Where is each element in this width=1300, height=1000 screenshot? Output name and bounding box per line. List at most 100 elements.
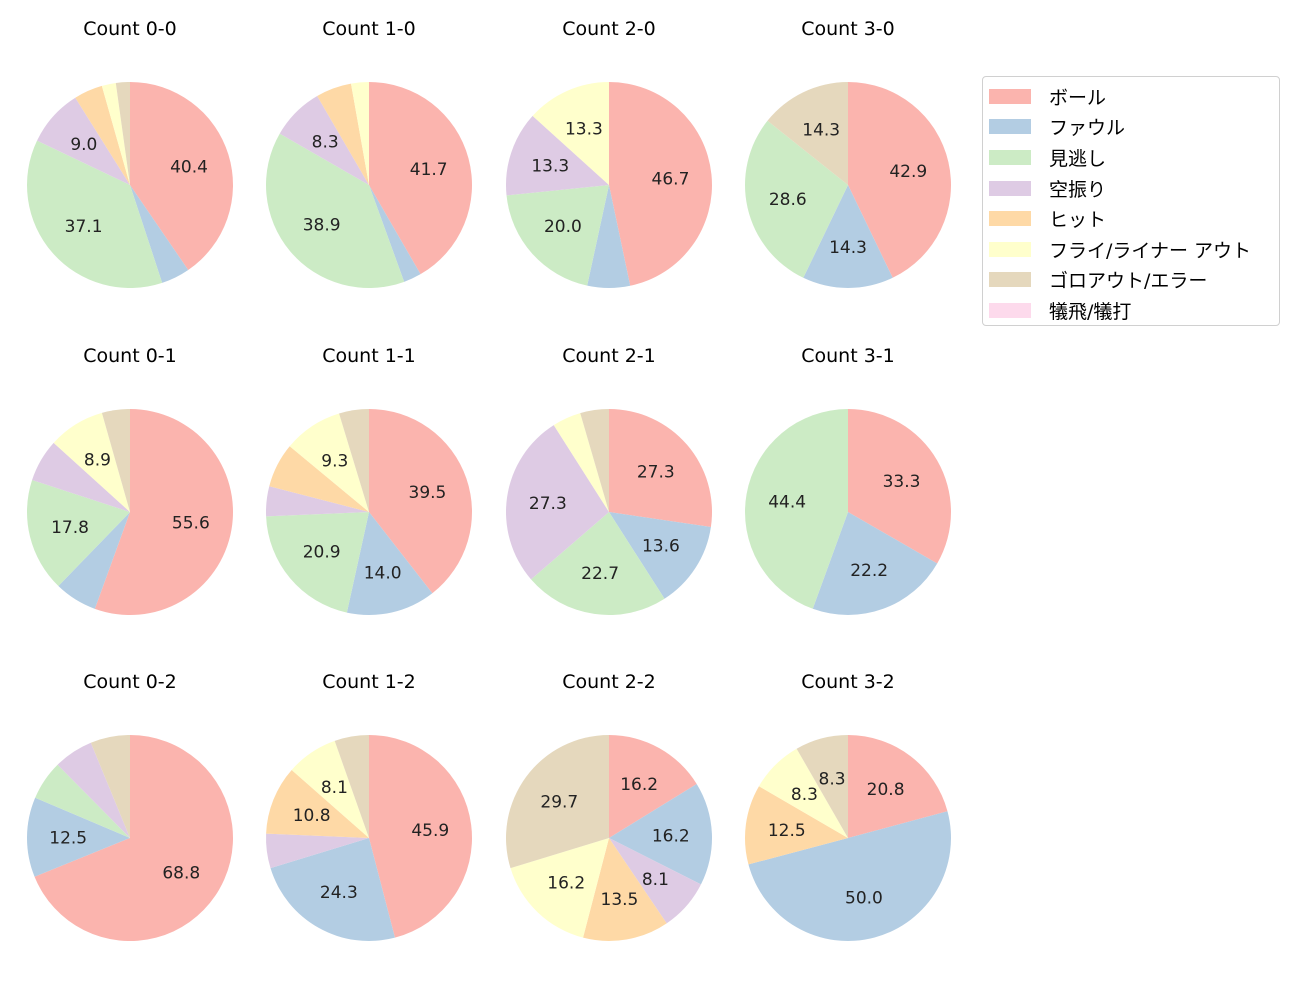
slice-label: 16.2: [652, 826, 690, 846]
slice-label: 13.3: [531, 157, 569, 177]
pie-slice-4: [269, 446, 369, 512]
pie-slice-5: [53, 412, 130, 512]
pie-slice-6: [115, 82, 130, 185]
legend-swatch: [989, 241, 1031, 257]
pie-slice-0: [848, 409, 952, 564]
slice-label: 13.6: [642, 537, 680, 557]
legend-item: ゴロアウト/エラー: [989, 265, 1279, 296]
legend-label: ヒット: [1049, 209, 1107, 232]
pie-slice-0: [848, 735, 948, 838]
slice-label: 42.9: [889, 162, 927, 182]
pie-slice-6: [339, 409, 369, 512]
pie-slice-1: [346, 512, 433, 615]
legend-label: 見逃し: [1049, 147, 1107, 170]
slice-label: 8.9: [84, 450, 111, 470]
pie-slice-3: [32, 442, 130, 512]
slice-label: 12.5: [768, 821, 806, 841]
slice-label: 13.5: [601, 890, 639, 910]
pie-slice-2: [506, 185, 609, 286]
pie-slice-3: [279, 95, 369, 185]
slice-label: 9.0: [70, 135, 97, 155]
slice-label: 8.3: [791, 785, 818, 805]
pie-slice-2: [26, 480, 131, 587]
pie-title: Count 3-1: [801, 345, 895, 367]
pie-slice-2: [745, 120, 848, 278]
slice-label: 24.3: [320, 883, 358, 903]
pie-slice-1: [270, 838, 395, 942]
slice-label: 33.3: [883, 472, 921, 492]
slice-label: 55.6: [172, 514, 210, 534]
slice-label: 44.4: [768, 492, 806, 512]
pie-slice-0: [130, 82, 233, 270]
legend-item: 犠飛/犠打: [989, 295, 1279, 326]
pie-slice-1: [803, 185, 893, 289]
pie-slice-6: [505, 735, 609, 869]
pie-slice-1: [748, 811, 952, 942]
pie-slice-6: [796, 735, 848, 838]
pie-slice-2: [35, 764, 131, 838]
pie-slice-4: [75, 85, 130, 185]
legend-swatch: [989, 211, 1031, 227]
pie-slice-2: [531, 512, 665, 615]
pie-slice-0: [609, 735, 697, 838]
legend-label: フライ/ライナー アウト: [1049, 239, 1252, 262]
legend-label: 空振り: [1049, 178, 1107, 201]
slice-label: 8.3: [312, 132, 339, 152]
pie-title: Count 3-0: [801, 18, 895, 40]
legend-item: ヒット: [989, 203, 1279, 234]
slice-label: 8.3: [819, 769, 846, 789]
slice-label: 13.3: [565, 120, 603, 140]
pie-slice-6: [580, 409, 609, 512]
legend-item: フライ/ライナー アウト: [989, 234, 1279, 265]
pie-slice-0: [369, 82, 472, 275]
slice-label: 22.2: [850, 561, 888, 581]
legend: ボール ファウル 見逃し 空振り ヒット フライ/ライナー アウト ゴロアウト/エラー 犠飛/…: [982, 76, 1280, 326]
slice-label: 10.8: [293, 806, 331, 826]
pie-slice-0: [94, 409, 233, 615]
slice-label: 20.9: [303, 543, 341, 563]
slice-label: 46.7: [652, 170, 690, 190]
legend-swatch: [989, 180, 1031, 196]
slice-label: 20.8: [867, 780, 905, 800]
pie-title: Count 0-1: [83, 345, 177, 367]
pie-slice-3: [609, 838, 701, 924]
pie-slice-1: [609, 512, 711, 599]
legend-item: ファウル: [989, 112, 1279, 143]
pie-slice-3: [506, 115, 609, 196]
slice-label: 38.9: [303, 216, 341, 236]
slice-label: 22.7: [581, 564, 619, 584]
pie-slice-5: [510, 838, 609, 938]
pie-title: Count 3-2: [801, 671, 895, 693]
pie-slice-4: [744, 786, 848, 865]
pie-slice-5: [289, 413, 369, 512]
slice-label: 8.1: [642, 870, 669, 890]
pie-slice-1: [130, 185, 189, 283]
pie-slice-3: [265, 833, 369, 869]
pie-slice-6: [101, 409, 130, 512]
pie-slice-5: [532, 82, 609, 185]
legend-swatch: [989, 272, 1031, 288]
slice-label: 41.7: [410, 160, 448, 180]
pie-slice-5: [758, 748, 848, 838]
legend-swatch: [989, 149, 1031, 165]
slice-label: 27.3: [637, 463, 675, 483]
slice-label: 39.5: [409, 483, 447, 503]
slice-label: 45.9: [411, 821, 449, 841]
pie-title: Count 1-0: [322, 18, 416, 40]
pie-slice-0: [34, 735, 233, 941]
slice-label: 17.8: [51, 518, 89, 538]
pie-slice-1: [58, 512, 130, 609]
slice-label: 16.2: [547, 874, 585, 894]
pie-title: Count 2-2: [562, 671, 656, 693]
pie-slice-3: [266, 486, 369, 517]
legend-label: 犠飛/犠打: [1049, 300, 1132, 323]
pie-slice-1: [369, 185, 421, 282]
pie-slice-1: [812, 512, 938, 615]
pie-slice-2: [266, 512, 369, 613]
legend-swatch: [989, 88, 1031, 104]
pie-slice-4: [583, 838, 667, 942]
slice-label: 37.1: [65, 217, 103, 237]
pie-title: Count 0-0: [83, 18, 177, 40]
pie-slice-3: [57, 742, 131, 838]
pie-slice-3: [37, 97, 131, 185]
